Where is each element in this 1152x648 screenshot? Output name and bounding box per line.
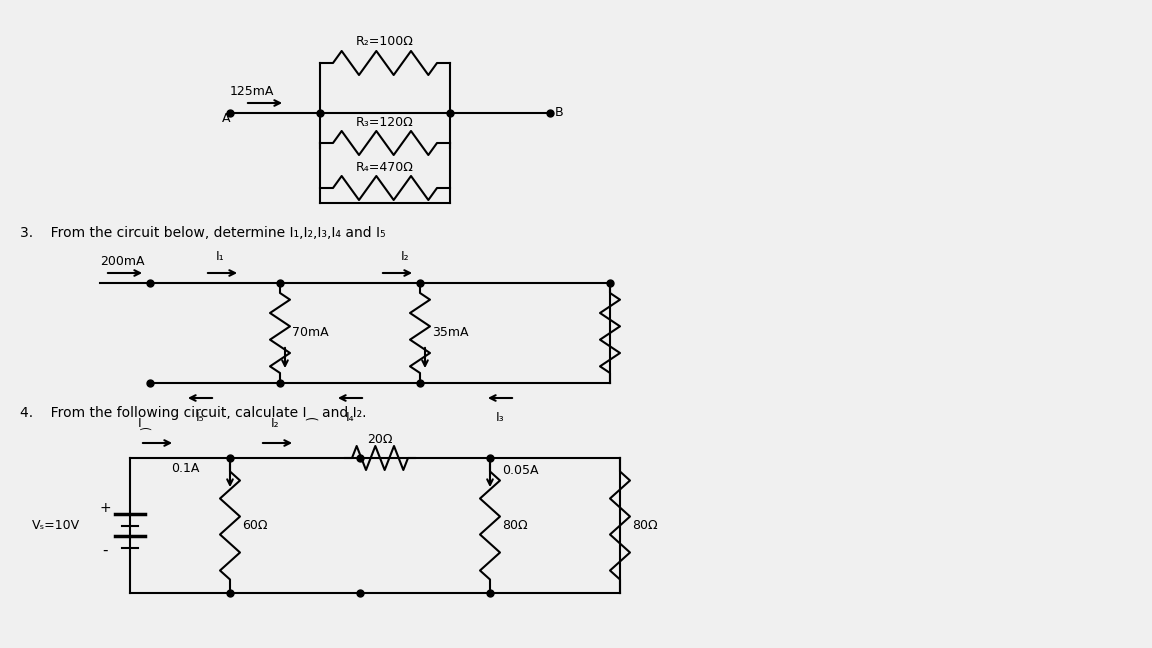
Text: I₄: I₄ — [346, 411, 355, 424]
Text: 4.    From the following circuit, calculate I⁔ and I₂.: 4. From the following circuit, calculate… — [20, 406, 366, 421]
Text: 70mA: 70mA — [291, 327, 328, 340]
Text: 3.    From the circuit below, determine I₁,I₂,I₃,I₄ and I₅: 3. From the circuit below, determine I₁,… — [20, 226, 386, 240]
Text: I₂: I₂ — [401, 250, 409, 263]
Text: A: A — [221, 111, 230, 124]
Text: R₂=100Ω: R₂=100Ω — [356, 35, 414, 48]
Text: +: + — [99, 500, 111, 515]
Text: R₄=470Ω: R₄=470Ω — [356, 161, 414, 174]
Text: I₁: I₁ — [215, 250, 225, 263]
Text: I⁔: I⁔ — [138, 417, 152, 430]
Text: Vₛ=10V: Vₛ=10V — [32, 519, 79, 532]
Text: 80Ω: 80Ω — [632, 519, 658, 532]
Text: B: B — [555, 106, 563, 119]
Text: 20Ω: 20Ω — [367, 433, 393, 446]
Text: 0.05A: 0.05A — [502, 463, 538, 476]
Text: -: - — [103, 543, 108, 558]
Text: 35mA: 35mA — [432, 327, 469, 340]
Text: I₃: I₃ — [495, 411, 505, 424]
Text: R₃=120Ω: R₃=120Ω — [356, 116, 414, 129]
Text: 60Ω: 60Ω — [242, 519, 267, 532]
Text: I₂: I₂ — [271, 417, 279, 430]
Text: 0.1A: 0.1A — [172, 461, 200, 474]
Text: 200mA: 200mA — [100, 255, 144, 268]
Text: I₅: I₅ — [196, 411, 204, 424]
Text: 125mA: 125mA — [230, 85, 274, 98]
Text: 80Ω: 80Ω — [502, 519, 528, 532]
